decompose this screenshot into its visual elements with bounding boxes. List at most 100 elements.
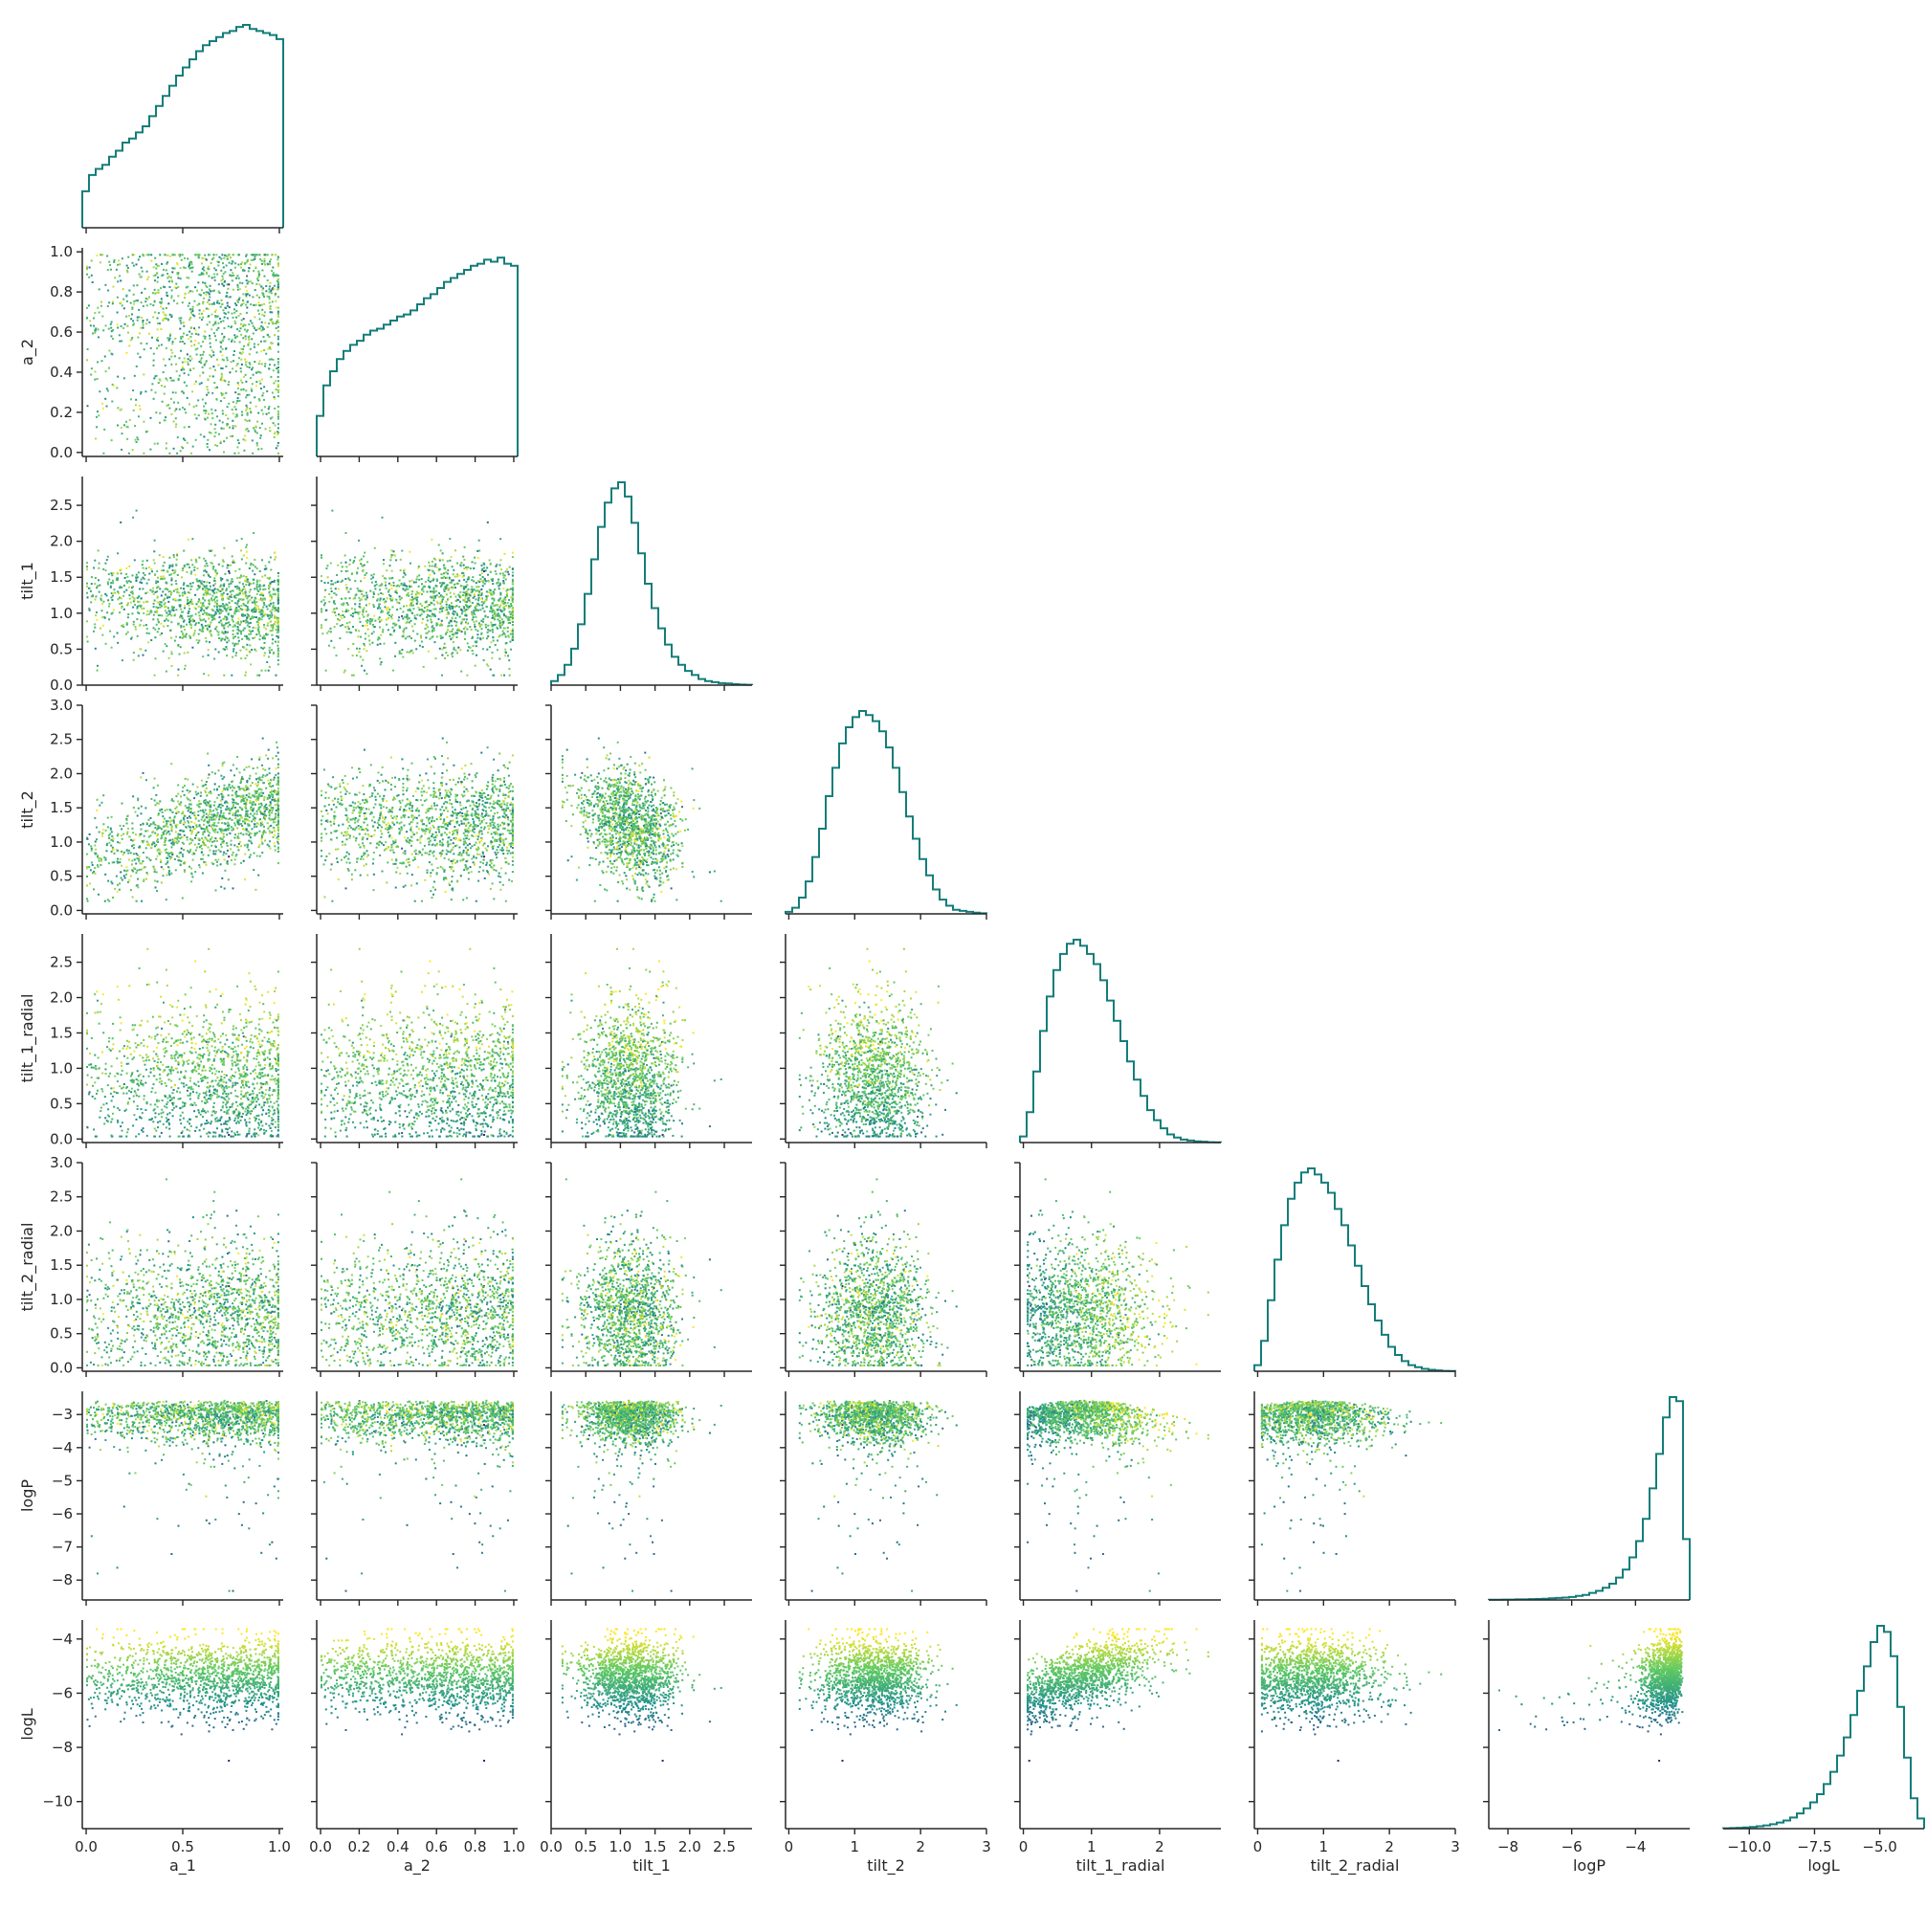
data-point — [254, 396, 255, 398]
data-point — [248, 267, 250, 269]
data-point — [205, 410, 207, 411]
data-point — [117, 376, 119, 378]
data-point — [267, 577, 269, 579]
data-point — [206, 640, 208, 642]
data-point — [171, 290, 173, 292]
data-point — [221, 333, 223, 335]
data-point — [124, 323, 126, 325]
data-point — [152, 316, 154, 318]
data-point — [236, 328, 238, 330]
data-point — [166, 315, 167, 317]
data-point — [274, 396, 276, 398]
data-point — [148, 573, 150, 575]
data-point — [276, 389, 277, 390]
data-point — [200, 345, 202, 347]
data-point — [125, 421, 127, 423]
data-point — [189, 588, 191, 590]
y-tick-label: 0.4 — [50, 364, 73, 381]
data-point — [202, 613, 204, 615]
data-point — [135, 399, 137, 401]
data-point — [203, 351, 205, 353]
data-point — [182, 336, 184, 338]
data-point — [272, 638, 274, 640]
data-point — [108, 301, 110, 303]
data-point — [132, 262, 134, 264]
data-point — [191, 358, 193, 360]
data-point — [206, 294, 208, 296]
data-point — [188, 331, 190, 333]
data-point — [268, 296, 270, 298]
data-point — [203, 310, 205, 312]
data-point — [256, 586, 258, 588]
data-point — [101, 254, 103, 255]
data-point — [241, 411, 243, 413]
data-point — [256, 295, 258, 297]
data-point — [277, 572, 279, 574]
data-point — [198, 611, 200, 613]
data-point — [86, 359, 88, 361]
data-point — [243, 555, 245, 557]
data-point — [248, 637, 250, 639]
data-point — [235, 278, 237, 279]
data-point — [184, 652, 186, 654]
data-point — [96, 255, 98, 256]
data-point — [172, 254, 174, 255]
data-point — [112, 301, 114, 303]
data-point — [246, 366, 248, 367]
data-point — [183, 267, 185, 269]
data-point — [215, 316, 217, 318]
data-point — [180, 322, 182, 324]
data-point — [237, 397, 239, 399]
data-point — [244, 635, 246, 637]
data-point — [234, 337, 236, 339]
data-point — [254, 316, 255, 318]
data-point — [214, 311, 216, 313]
data-point — [146, 613, 148, 615]
data-point — [102, 408, 104, 410]
data-point — [209, 335, 210, 337]
data-point — [252, 602, 254, 604]
data-point — [252, 453, 254, 455]
data-point — [260, 341, 262, 343]
data-point — [277, 258, 278, 260]
data-point — [127, 616, 129, 618]
data-point — [261, 363, 263, 365]
scatter-points-a_2-a_1 — [86, 254, 279, 455]
data-point — [257, 310, 259, 312]
data-point — [188, 264, 190, 266]
data-point — [195, 561, 197, 563]
data-point — [233, 621, 234, 623]
data-point — [269, 364, 271, 366]
data-point — [277, 416, 279, 418]
data-point — [224, 639, 226, 641]
data-point — [161, 275, 163, 277]
data-point — [243, 345, 245, 347]
data-point — [226, 357, 228, 359]
data-point — [166, 347, 167, 349]
data-point — [157, 281, 159, 283]
data-point — [206, 386, 208, 388]
data-point — [184, 361, 186, 363]
data-point — [218, 302, 220, 304]
data-point — [184, 409, 186, 411]
data-point — [227, 632, 229, 633]
data-point — [264, 276, 266, 278]
data-point — [126, 300, 128, 302]
data-point — [237, 286, 239, 288]
data-point — [117, 323, 119, 325]
data-point — [241, 320, 243, 322]
data-point — [135, 439, 137, 441]
data-point — [94, 379, 96, 381]
data-point — [167, 302, 169, 304]
data-point — [177, 675, 179, 677]
data-point — [241, 576, 243, 578]
data-point — [223, 273, 225, 275]
data-point — [250, 348, 252, 350]
data-point — [192, 582, 194, 584]
data-point — [212, 290, 214, 292]
data-point — [202, 301, 204, 303]
data-point — [220, 270, 222, 272]
data-point — [225, 646, 227, 648]
data-point — [235, 370, 237, 372]
data-point — [202, 602, 204, 604]
